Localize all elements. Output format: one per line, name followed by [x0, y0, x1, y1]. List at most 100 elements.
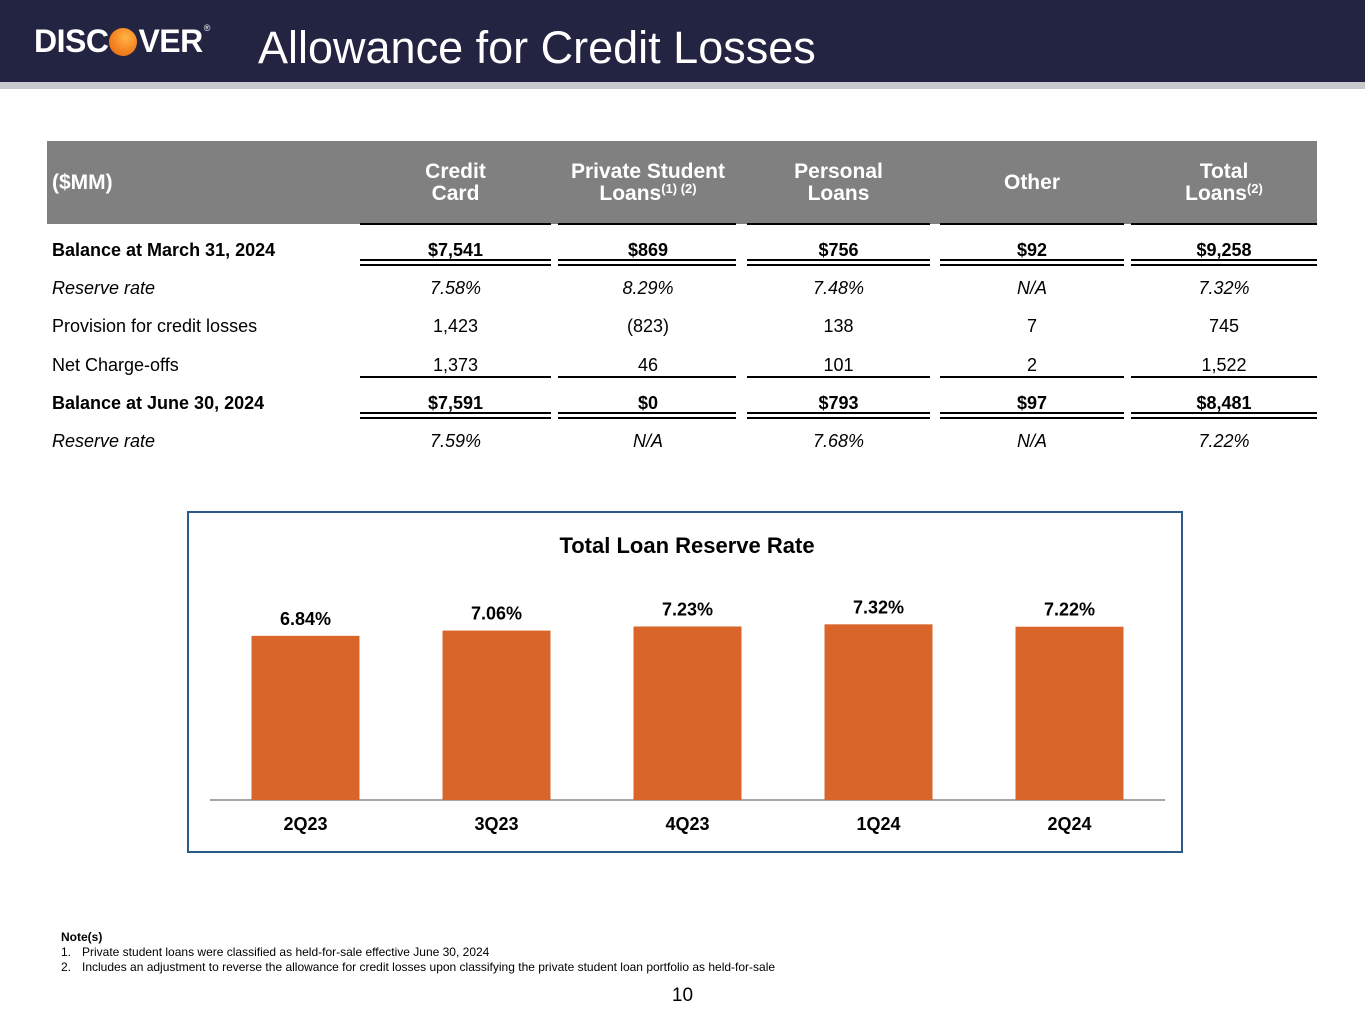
header-underline [940, 223, 1124, 225]
cell: $7,541 [427, 240, 484, 260]
cell: 7.58% [429, 278, 482, 298]
footnotes: Note(s) 1. Private student loans were cla… [61, 930, 775, 975]
single-rule [747, 376, 930, 378]
col-header-other: Other [1003, 170, 1060, 194]
cell: 7 [1026, 316, 1037, 336]
x-tick-label: 4Q23 [665, 814, 709, 834]
cell: 138 [823, 316, 854, 336]
data-label: 7.23% [662, 599, 713, 619]
single-rule [360, 376, 551, 378]
double-rule [558, 412, 736, 419]
double-rule [747, 412, 930, 419]
cell: 8.29% [622, 278, 674, 298]
logo-text-right: VER [138, 23, 203, 59]
double-rule [360, 412, 551, 419]
data-label: 7.06% [471, 604, 522, 624]
x-tick-label: 2Q24 [1047, 814, 1091, 834]
row-label: Provision for credit losses [52, 316, 258, 336]
double-rule [1131, 259, 1317, 266]
cell: $92 [1016, 240, 1048, 260]
x-tick-label: 3Q23 [474, 814, 518, 834]
cell: 46 [637, 355, 659, 375]
page-number: 10 [671, 985, 694, 1006]
cell: 7.68% [812, 431, 865, 451]
logo-registered-mark: ® [203, 23, 211, 33]
chart-plot: 6.84% 2Q23 7.06% 3Q23 7.23% 4Q23 7.32% 1Q24 7.22… [210, 597, 1165, 834]
cell: $7,591 [427, 393, 484, 413]
single-rule [1131, 376, 1317, 378]
cell: 2 [1026, 355, 1037, 375]
double-rule [940, 412, 1124, 419]
reserve-rate-chart: Total Loan Reserve Rate 6.84% 2Q23 7.06% 3Q… [187, 511, 1183, 853]
row-label: Net Charge-offs [52, 355, 179, 375]
cell: 1,373 [432, 355, 479, 375]
cell: $97 [1016, 393, 1048, 413]
table-row: Net Charge-offs 1,373 46 101 2 1,522 [47, 346, 1317, 384]
cell: 1,423 [432, 316, 479, 336]
logo-text-left: DISC [34, 23, 109, 59]
footnote-item: 1. Private student loans were classified … [61, 945, 490, 959]
cell: 745 [1208, 316, 1240, 336]
row-label: Balance at June 30, 2024 [52, 393, 265, 413]
cell: N/A [1016, 431, 1047, 451]
cell: $756 [818, 240, 859, 260]
header-divider [0, 82, 1365, 89]
x-tick-label: 1Q24 [856, 814, 900, 834]
single-rule [558, 376, 736, 378]
col-header-personal-loans: Personal Loans [794, 159, 883, 205]
x-tick-label: 2Q23 [283, 814, 327, 834]
cell: 7.59% [429, 431, 482, 451]
cell: 101 [823, 355, 854, 375]
cell: 7.32% [1198, 278, 1250, 298]
cell: 7.22% [1198, 431, 1250, 451]
cell: $0 [637, 393, 659, 413]
chart-title: Total Loan Reserve Rate [559, 533, 815, 558]
cell: $9,258 [1196, 240, 1252, 260]
col-header-total-loans: Total Loans(2) [1185, 159, 1263, 205]
cell: 7.48% [812, 278, 865, 298]
table-row: Balance at March 31, 2024 $7,541 $869 $7… [47, 231, 1317, 269]
cell: (823) [626, 316, 670, 336]
page-title: Allowance for Credit Losses [258, 22, 816, 73]
discover-logo: DISC VER ® [34, 24, 210, 58]
single-rule [940, 376, 1124, 378]
table-row: Reserve rate 7.58% 8.29% 7.48% N/A 7.32% [47, 269, 1317, 307]
table-row: Provision for credit losses 1,423 (823) … [47, 307, 1317, 345]
double-rule [940, 259, 1124, 266]
double-rule [360, 259, 551, 266]
logo-orange-circle-icon [109, 28, 138, 56]
table-row: Balance at June 30, 2024 $7,591 $0 $793 … [47, 384, 1317, 422]
data-label: 7.22% [1044, 600, 1095, 620]
header-underline [747, 223, 930, 225]
header-underline [360, 223, 551, 225]
col-header-mm: ($MM) [52, 170, 113, 194]
row-label: Reserve rate [52, 278, 156, 298]
table-row: Reserve rate 7.59% N/A 7.68% N/A 7.22% [47, 422, 1317, 460]
double-rule [558, 259, 736, 266]
footnote-item: 2. Includes an adjustment to reverse the … [61, 960, 776, 974]
header-bar: DISC VER ® Allowance for Credit Losses [0, 0, 1365, 82]
bar-2Q24 [1015, 626, 1124, 800]
col-header-credit-card: Credit Card [425, 159, 486, 205]
cell: 1,522 [1201, 355, 1247, 375]
cell: N/A [1016, 278, 1047, 298]
cell: $8,481 [1196, 393, 1252, 413]
row-label: Reserve rate [52, 431, 156, 451]
bar-1Q24 [824, 624, 933, 800]
cell: $793 [818, 393, 859, 413]
double-rule [1131, 412, 1317, 419]
row-label: Balance at March 31, 2024 [52, 240, 276, 260]
bar-4Q23 [633, 626, 742, 800]
bar-2Q23 [251, 635, 360, 800]
header-underline [558, 223, 736, 225]
data-label: 6.84% [280, 609, 331, 629]
table-header: ($MM) Credit Card Private Student Loans(1)… [47, 141, 1317, 224]
col-header-private-student-loans: Private Student Loans(1) (2) [570, 159, 726, 205]
header-underline [1131, 223, 1317, 225]
bar-3Q23 [442, 630, 551, 800]
data-label: 7.32% [853, 597, 904, 617]
double-rule [747, 259, 930, 266]
notes-heading: Note(s) [61, 930, 103, 944]
cell: N/A [632, 431, 663, 451]
cell: $869 [627, 240, 669, 260]
